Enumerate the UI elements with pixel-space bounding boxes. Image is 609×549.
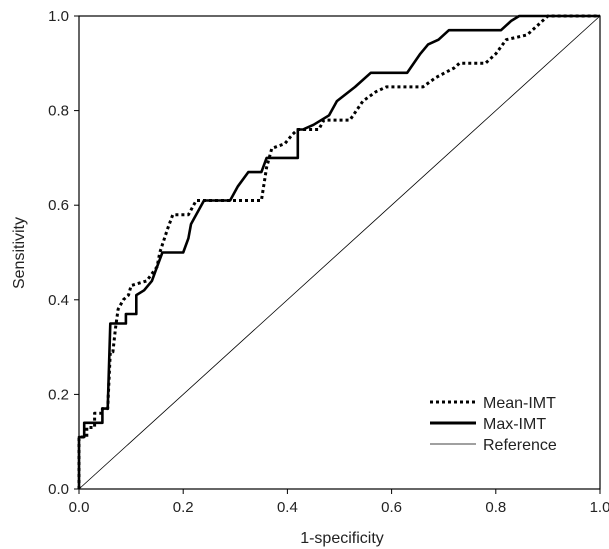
y-tick-label: 0.2 <box>48 386 69 403</box>
x-tick-label: 0.4 <box>277 499 298 516</box>
x-tick-label: 0.6 <box>381 499 402 516</box>
x-tick-label: 0.2 <box>173 499 194 516</box>
series-line-reference <box>78 15 601 490</box>
legend: Mean-IMT Max-IMT Reference <box>430 395 557 454</box>
x-tick-label: 0.0 <box>69 499 90 516</box>
legend-label-reference: Reference <box>483 437 557 454</box>
series-layer <box>77 14 600 489</box>
series-line-max-imt <box>77 14 600 489</box>
y-tick-label: 1.0 <box>48 8 69 25</box>
y-tick-label: 0.6 <box>48 197 69 214</box>
x-tick-label: 1.0 <box>590 499 609 516</box>
y-axis-ticks: 0.0 0.2 0.4 0.6 0.8 1.0 <box>48 8 79 498</box>
reference-layer <box>78 15 601 490</box>
y-tick-label: 0.0 <box>48 481 69 498</box>
legend-label-mean-imt: Mean-IMT <box>483 395 556 412</box>
y-axis-title: Sensitivity <box>11 217 28 289</box>
plot-frame <box>78 15 601 490</box>
x-axis-ticks: 0.0 0.2 0.4 0.6 0.8 1.0 <box>69 489 609 516</box>
x-axis-title: 1-specificity <box>300 530 384 547</box>
y-tick-label: 0.4 <box>48 292 69 309</box>
x-tick-label: 0.8 <box>485 499 506 516</box>
y-tick-label: 0.8 <box>48 103 69 120</box>
legend-label-max-imt: Max-IMT <box>483 416 546 433</box>
